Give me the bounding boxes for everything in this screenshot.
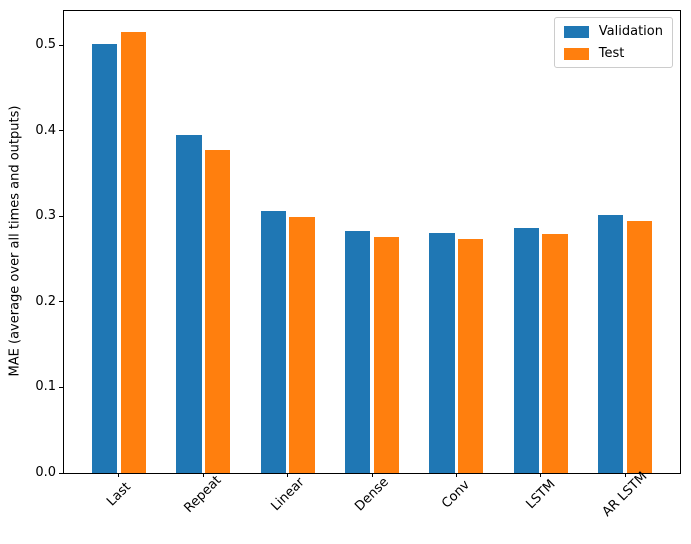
- x-tick-mark: [202, 473, 204, 477]
- x-tick-mark: [540, 473, 542, 477]
- y-tick-label: 0.0: [35, 465, 56, 480]
- bar-test-last: [120, 32, 146, 473]
- bar-test-conv: [458, 238, 484, 473]
- x-tick-label-repeat: Repeat: [181, 473, 225, 516]
- bar-validation-lstm: [513, 228, 539, 473]
- y-tick-label: 0.5: [35, 37, 56, 53]
- legend-item-validation: Validation: [563, 24, 663, 39]
- plot-area: 0.0 0.1 0.2 0.3 0.4 0.5 Last Repeat Linear Dense…: [35, 10, 681, 520]
- x-tick-mark: [371, 473, 373, 477]
- x-tick-label-linear: Linear: [268, 474, 308, 515]
- x-tick-label-conv: Conv: [439, 477, 474, 512]
- bar-validation-last: [92, 43, 118, 473]
- bar-test-lstm: [542, 234, 568, 473]
- test-swatch-icon: [563, 47, 589, 60]
- x-tick-mark: [118, 473, 120, 477]
- x-tick-label-dense: Dense: [352, 474, 392, 515]
- bar-validation-ar-lstm: [598, 215, 624, 473]
- bar-validation-repeat: [176, 135, 202, 473]
- y-tick-mark: [59, 472, 63, 474]
- legend: Validation Test: [553, 17, 673, 68]
- bar-validation-dense: [345, 230, 371, 473]
- y-tick-label: 0.4: [35, 122, 56, 138]
- y-tick-mark: [59, 386, 63, 388]
- bar-validation-conv: [429, 233, 455, 473]
- legend-item-test: Test: [563, 46, 663, 61]
- validation-swatch-icon: [563, 25, 589, 38]
- legend-label-test: Test: [598, 46, 625, 61]
- y-tick-mark: [59, 130, 63, 132]
- bar-validation-linear: [260, 211, 286, 473]
- y-tick-label: 0.1: [35, 379, 56, 395]
- bar-test-dense: [373, 236, 399, 473]
- y-tick-mark: [59, 44, 63, 46]
- y-tick-label: 0.3: [35, 208, 56, 224]
- legend-label-validation: Validation: [598, 24, 663, 39]
- x-tick-label-lstm: LSTM: [523, 476, 559, 513]
- y-tick-mark: [59, 215, 63, 217]
- bar-test-ar-lstm: [626, 221, 652, 473]
- x-tick-mark: [624, 473, 626, 477]
- x-tick-mark: [455, 473, 457, 477]
- y-tick-mark: [59, 301, 63, 303]
- bar-test-linear: [289, 217, 315, 473]
- x-tick-label-last: Last: [104, 479, 134, 510]
- bar-test-repeat: [205, 150, 231, 473]
- y-axis-label: MAE (average over all times and outputs): [7, 105, 23, 377]
- x-tick-mark: [287, 473, 289, 477]
- y-tick-label: 0.2: [35, 293, 56, 309]
